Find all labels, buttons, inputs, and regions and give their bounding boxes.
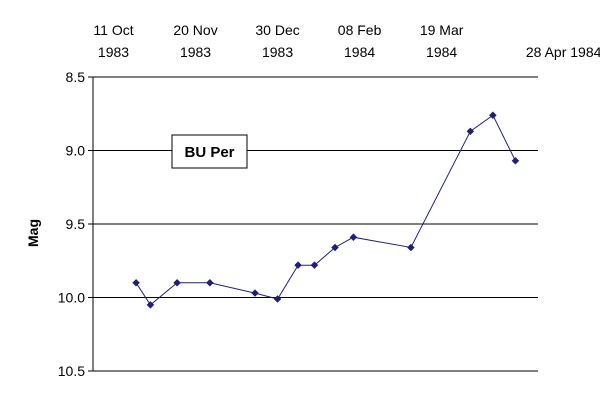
data-point xyxy=(349,233,358,242)
x-tick-label: 30 Dec xyxy=(255,22,299,38)
x-tick-label-year: 1983 xyxy=(98,44,129,60)
data-point xyxy=(294,261,302,270)
y-tick-label: 8.5 xyxy=(66,69,86,85)
data-point xyxy=(206,278,214,287)
x-tick-label: 28 Apr 1984 xyxy=(526,44,600,60)
x-tick-label-year: 1984 xyxy=(426,44,457,60)
x-tick-label: 11 Oct xyxy=(93,22,133,38)
gridlines xyxy=(88,76,538,372)
x-tick-label-year: 1983 xyxy=(180,44,211,60)
x-tick-labels: 11 Oct 1983 20 Nov 1983 30 Dec 1983 08 Feb 1984… xyxy=(93,22,600,60)
data-point xyxy=(146,300,155,309)
data-point xyxy=(310,261,319,270)
y-tick-labels: 8.5 9.0 9.5 10.0 10.5 xyxy=(58,69,85,379)
data-point xyxy=(331,243,339,252)
data-point xyxy=(489,111,497,120)
y-tick-label: 9.5 xyxy=(66,216,86,232)
y-tick-label: 10.0 xyxy=(58,290,85,306)
axes xyxy=(92,77,538,372)
y-tick-label: 9.0 xyxy=(66,143,86,159)
data-point xyxy=(466,127,475,136)
annotation-frame xyxy=(171,134,248,169)
x-tick-label: 08 Feb xyxy=(338,22,382,38)
series-line-path xyxy=(135,114,516,306)
series-line xyxy=(132,111,520,309)
x-tick-label: 19 Mar xyxy=(420,22,464,38)
x-tick-label-year: 1983 xyxy=(262,44,293,60)
annotation-box: BU Per xyxy=(171,134,248,169)
x-tick-label: 20 Nov xyxy=(173,22,217,38)
x-tick-label-year: 1984 xyxy=(344,44,375,60)
y-axis-label: Mag xyxy=(25,219,41,247)
data-point xyxy=(511,156,520,165)
y-tick-label: 10.5 xyxy=(58,363,85,379)
annotation-text: BU Per xyxy=(184,144,234,161)
data-point xyxy=(407,243,415,252)
data-point xyxy=(273,295,282,303)
data-point xyxy=(173,278,181,287)
data-point xyxy=(132,278,140,287)
data-point xyxy=(251,289,259,297)
